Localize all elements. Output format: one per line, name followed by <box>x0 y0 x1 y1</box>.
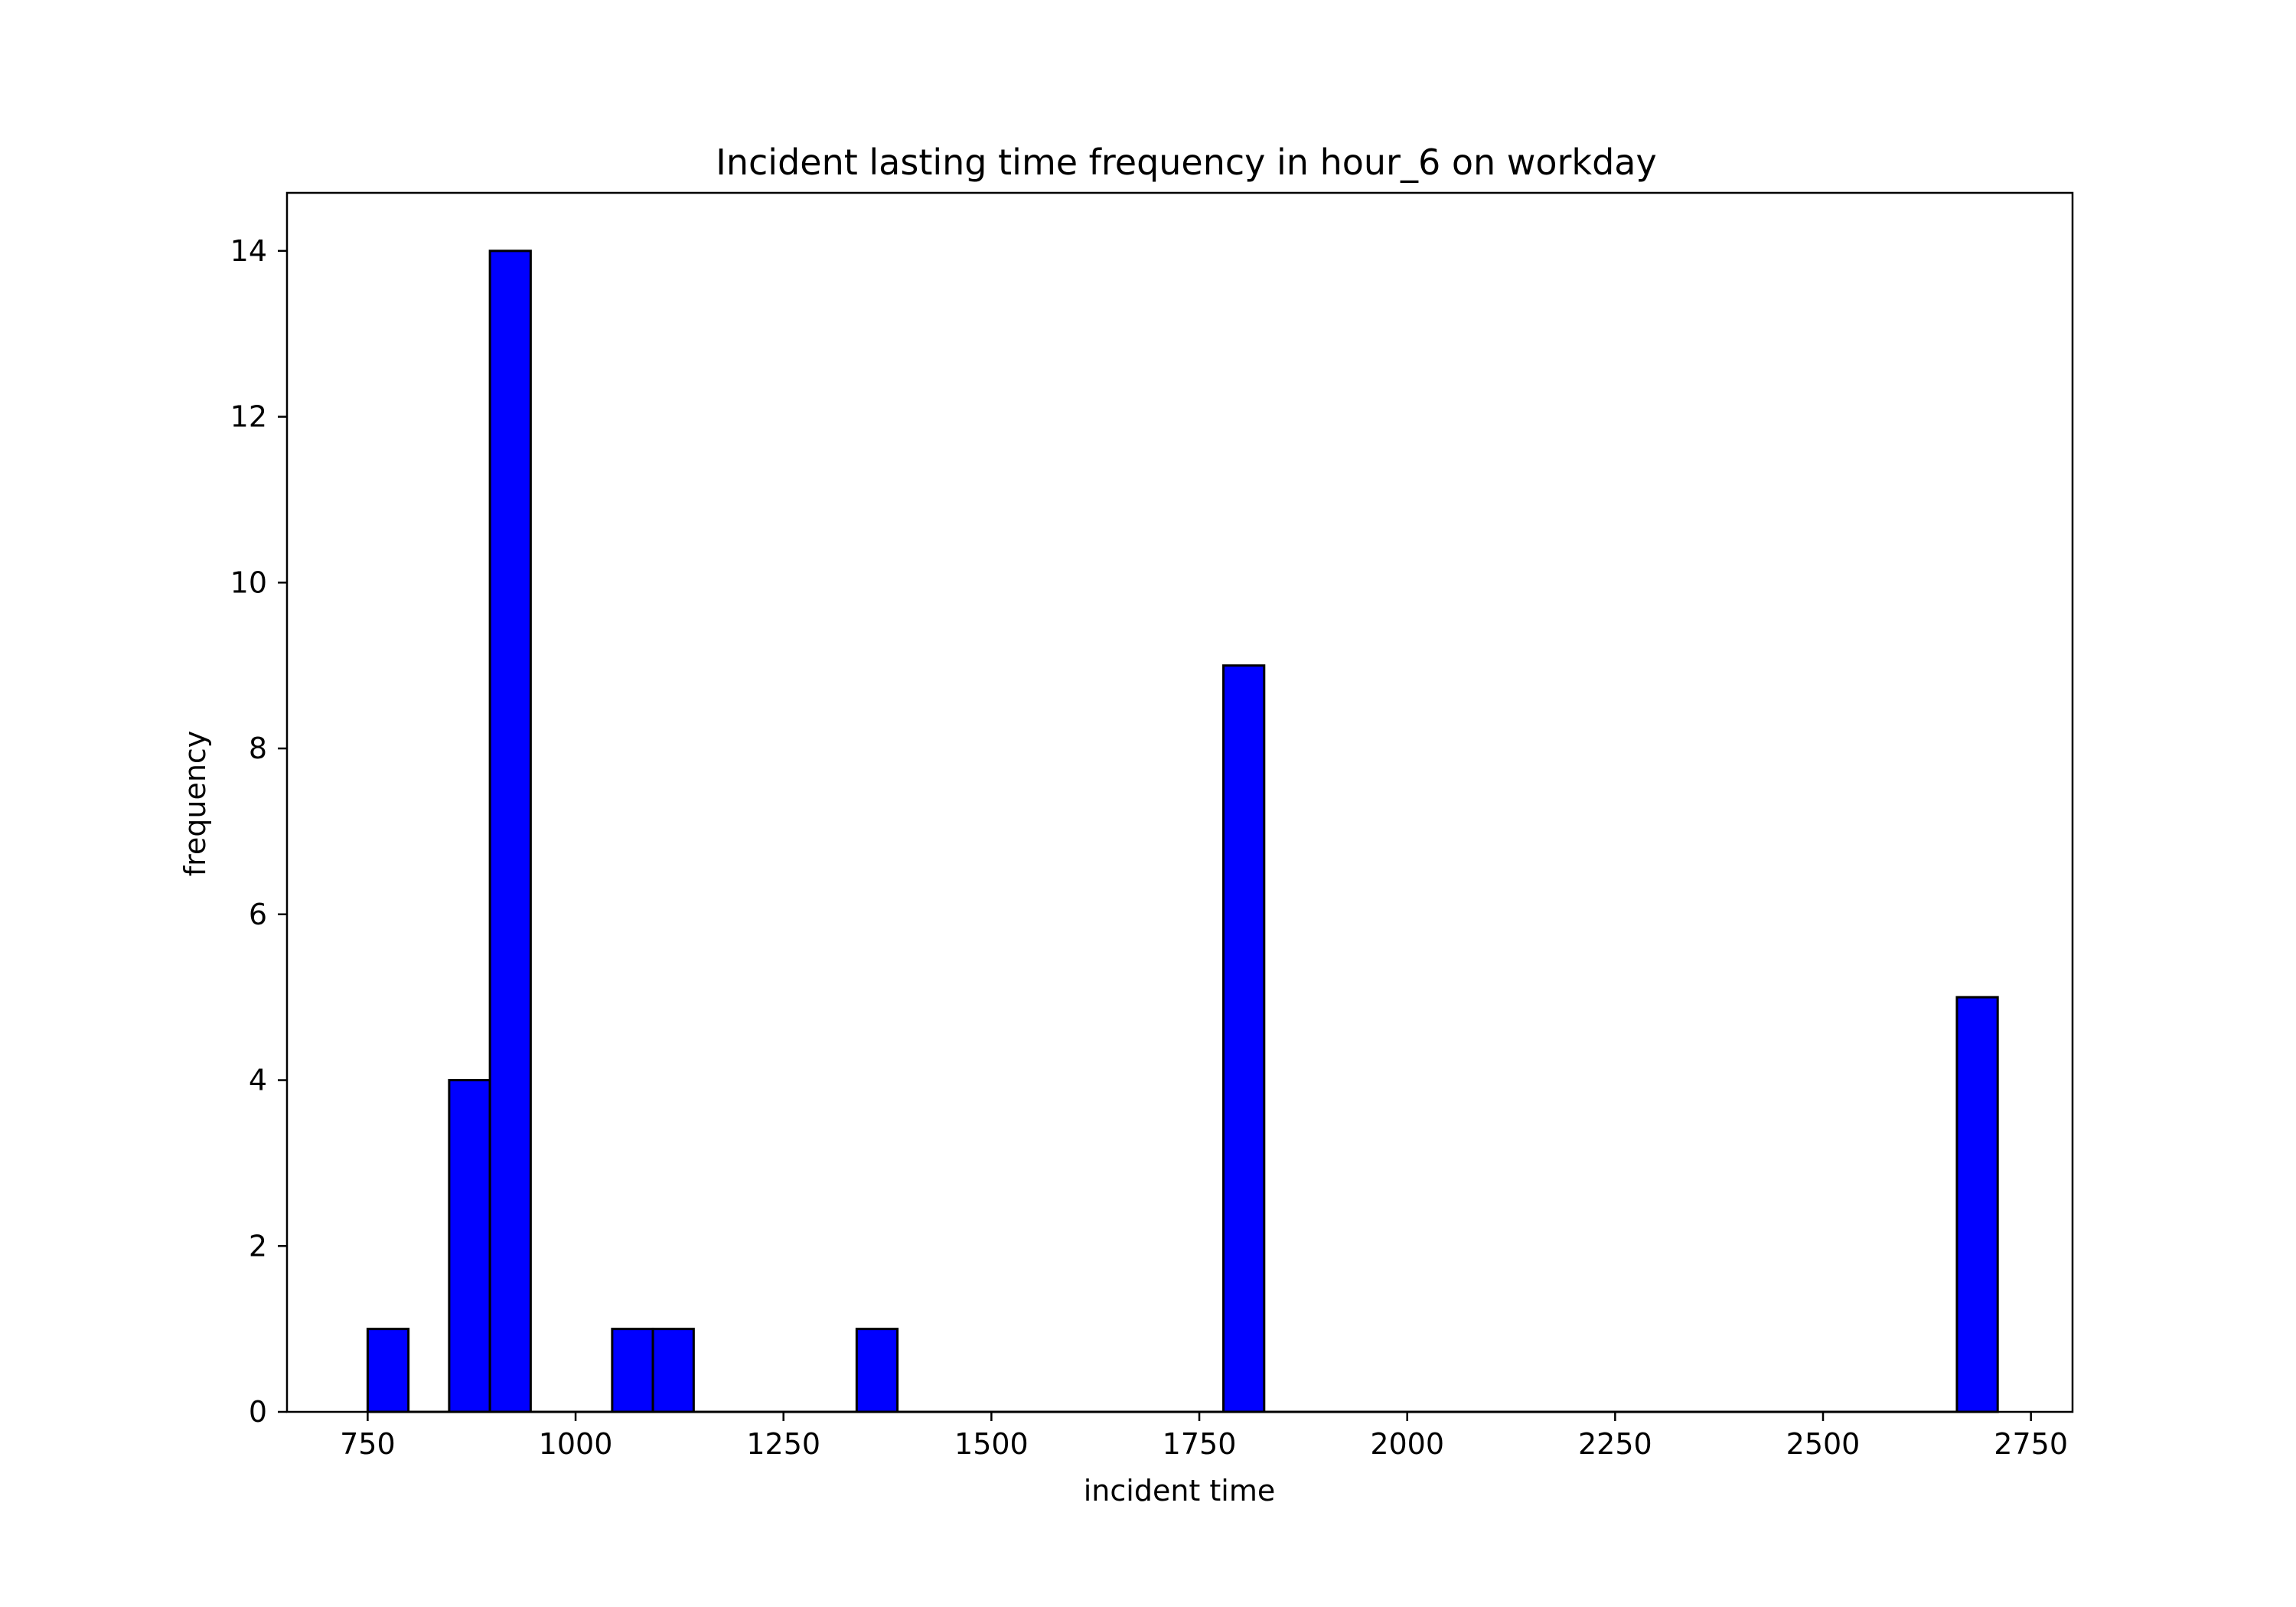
y-tick-label: 4 <box>249 1064 267 1097</box>
y-tick-label: 12 <box>230 400 267 434</box>
y-tick-label: 2 <box>249 1229 267 1263</box>
x-tick-label: 1000 <box>539 1427 613 1461</box>
x-axis-label: incident time <box>1084 1474 1276 1508</box>
y-tick-label: 10 <box>230 566 267 599</box>
plot-frame <box>285 191 2074 1413</box>
histogram-bar <box>1955 996 1999 1413</box>
histogram-bar <box>448 1079 491 1413</box>
histogram-bar <box>1222 664 1266 1413</box>
y-axis-ticks: 0 2 4 6 8 10 12 14 <box>230 234 287 1429</box>
y-axis-label: frequency <box>178 731 212 877</box>
y-tick-label: 8 <box>249 732 267 765</box>
x-tick-label: 2750 <box>1994 1427 2068 1461</box>
histogram-bar <box>366 1328 410 1413</box>
y-tick-label: 14 <box>230 234 267 268</box>
x-tick-label: 1750 <box>1163 1427 1237 1461</box>
x-tick-label: 1500 <box>954 1427 1029 1461</box>
y-tick-label: 6 <box>249 898 267 931</box>
x-tick-label: 750 <box>340 1427 396 1461</box>
histogram-bar <box>611 1328 654 1413</box>
chart-title: Incident lasting time frequency in hour_… <box>716 142 1656 183</box>
x-tick-label: 2000 <box>1370 1427 1444 1461</box>
x-axis-ticks: 750 1000 1250 1500 1750 2000 2250 2500 2750 <box>340 1412 2068 1461</box>
histogram-bar <box>651 1328 695 1413</box>
x-tick-label: 2250 <box>1578 1427 1652 1461</box>
y-tick-label: 0 <box>249 1395 267 1429</box>
x-tick-label: 1250 <box>746 1427 820 1461</box>
histogram-bar <box>488 249 532 1413</box>
histogram-bar <box>855 1328 899 1413</box>
x-tick-label: 2500 <box>1786 1427 1861 1461</box>
